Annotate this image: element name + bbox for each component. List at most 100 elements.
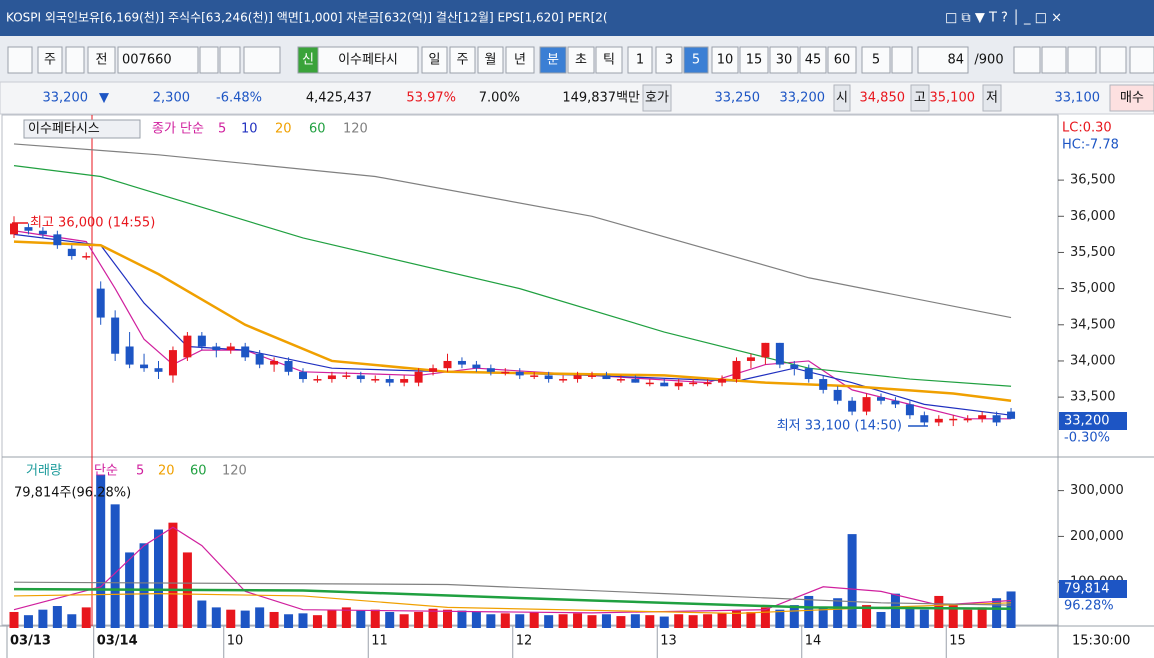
volume-bar — [399, 614, 409, 628]
candle-body — [183, 335, 192, 358]
toolbar-button[interactable] — [317, 46, 419, 74]
toolbar-button[interactable] — [739, 46, 769, 74]
toolbar-label: 5 — [692, 53, 700, 68]
legend-entry: 60 — [309, 122, 326, 137]
ma-line — [13, 143, 1012, 319]
candle-body — [168, 350, 177, 376]
toolbar-icon[interactable] — [1129, 46, 1154, 74]
quote-value: 고 — [914, 91, 926, 106]
toolbar-button[interactable] — [683, 46, 709, 74]
toolbar-icon[interactable] — [243, 46, 281, 74]
toolbar-button[interactable] — [87, 46, 116, 74]
volume-bar — [992, 598, 1002, 628]
quote-bar — [0, 81, 1154, 115]
toolbar-button[interactable] — [421, 46, 448, 74]
toolbar-button[interactable] — [477, 46, 504, 74]
legend-entry: 5 — [136, 464, 144, 479]
toolbar-label: 84 — [947, 53, 964, 68]
volume-bar — [804, 595, 814, 628]
volume-bar — [948, 605, 958, 628]
quote-value: 149,837백만 — [562, 91, 640, 106]
toolbar-button[interactable] — [655, 46, 683, 74]
candle-body — [284, 360, 293, 372]
toolbar-button[interactable] — [769, 46, 799, 74]
candle-body — [414, 371, 423, 383]
volume-bar — [52, 606, 62, 628]
candle-body — [689, 382, 698, 385]
toolbar-label: 60 — [834, 53, 851, 68]
quote-value: 34,850 — [860, 91, 906, 106]
toolbar-label: 전 — [96, 53, 108, 68]
toolbar-button[interactable] — [861, 46, 891, 74]
volume-bar — [471, 611, 481, 628]
toolbar-icon[interactable] — [199, 46, 219, 74]
x-tick-label: 03/13 — [10, 634, 51, 649]
toolbar-icon[interactable] — [1013, 46, 1041, 74]
volume-bar — [587, 615, 597, 628]
candle-body — [457, 360, 466, 365]
toolbar-button[interactable] — [711, 46, 739, 74]
volume-bar — [789, 605, 799, 628]
candle-body — [530, 375, 539, 377]
volume-bar — [544, 615, 554, 628]
volume-bar — [154, 529, 163, 628]
toolbar-label: 일 — [429, 53, 441, 68]
toolbar-button[interactable] — [539, 46, 567, 74]
toolbar-label: 주 — [44, 53, 56, 68]
toolbar-icon[interactable] — [1041, 46, 1067, 74]
candle-body — [645, 382, 654, 385]
toolbar-button[interactable] — [799, 46, 827, 74]
toolbar-button[interactable] — [627, 46, 653, 74]
volume-bar — [139, 543, 149, 628]
toolbar-icon[interactable] — [65, 46, 85, 74]
toolbar-label: 신 — [302, 53, 314, 68]
legend-label: 종가 단순 — [152, 122, 204, 137]
toolbar-icon[interactable] — [891, 46, 913, 74]
quote-value: 33,200 — [43, 91, 89, 106]
volume-bar — [659, 616, 669, 628]
volume-bar — [630, 614, 640, 628]
toolbar-button[interactable] — [505, 46, 535, 74]
candle-body — [819, 379, 828, 390]
hc-label: HC:-7.78 — [1062, 138, 1119, 153]
quote-box — [642, 84, 672, 112]
x-tick-label: 14 — [805, 634, 822, 649]
toolbar-icon[interactable] — [7, 46, 33, 74]
toolbar-button[interactable] — [449, 46, 476, 74]
volume-bar — [81, 607, 91, 628]
toolbar-button[interactable] — [595, 46, 623, 74]
candle-body — [443, 360, 452, 369]
legend-entry: 10 — [241, 122, 258, 137]
quote-box[interactable] — [1109, 84, 1154, 112]
toolbar-label: 월 — [485, 53, 497, 68]
last-price: 33,200 — [1064, 414, 1110, 429]
toolbar-button[interactable] — [917, 46, 969, 74]
candle-body — [96, 288, 105, 318]
window-icons[interactable]: □ ⧉ ▼ T ? │ _ □ × — [945, 9, 1062, 26]
candle-body — [992, 415, 1001, 423]
volume-bar — [356, 610, 366, 628]
toolbar-button[interactable] — [117, 46, 199, 74]
volume-bar — [601, 614, 611, 628]
toolbar-button[interactable] — [827, 46, 857, 74]
y-tick-label: 36,000 — [1070, 209, 1116, 224]
toolbar-icon[interactable] — [1067, 46, 1097, 74]
candle-body — [732, 360, 741, 380]
candle-body — [515, 371, 524, 376]
title-text: KOSPI 외국인보유[6,169(천)] 주식수[63,246(천)] 액면[… — [6, 10, 608, 25]
volume-bar — [500, 613, 510, 628]
candle-body — [588, 375, 596, 377]
volume-bar — [616, 616, 626, 628]
toolbar-icon[interactable] — [1099, 46, 1127, 74]
ma-line — [13, 587, 1012, 611]
volume-bar — [226, 609, 236, 628]
toolbar-label: 초 — [575, 53, 587, 68]
candle-body — [674, 382, 683, 387]
toolbar-button[interactable] — [37, 46, 63, 74]
toolbar-icon[interactable] — [219, 46, 241, 74]
toolbar-button[interactable] — [567, 46, 595, 74]
volume-bar — [428, 608, 438, 628]
ma-line — [13, 581, 1012, 606]
quote-value: 33,250 — [715, 91, 761, 106]
candle-body — [631, 379, 640, 383]
